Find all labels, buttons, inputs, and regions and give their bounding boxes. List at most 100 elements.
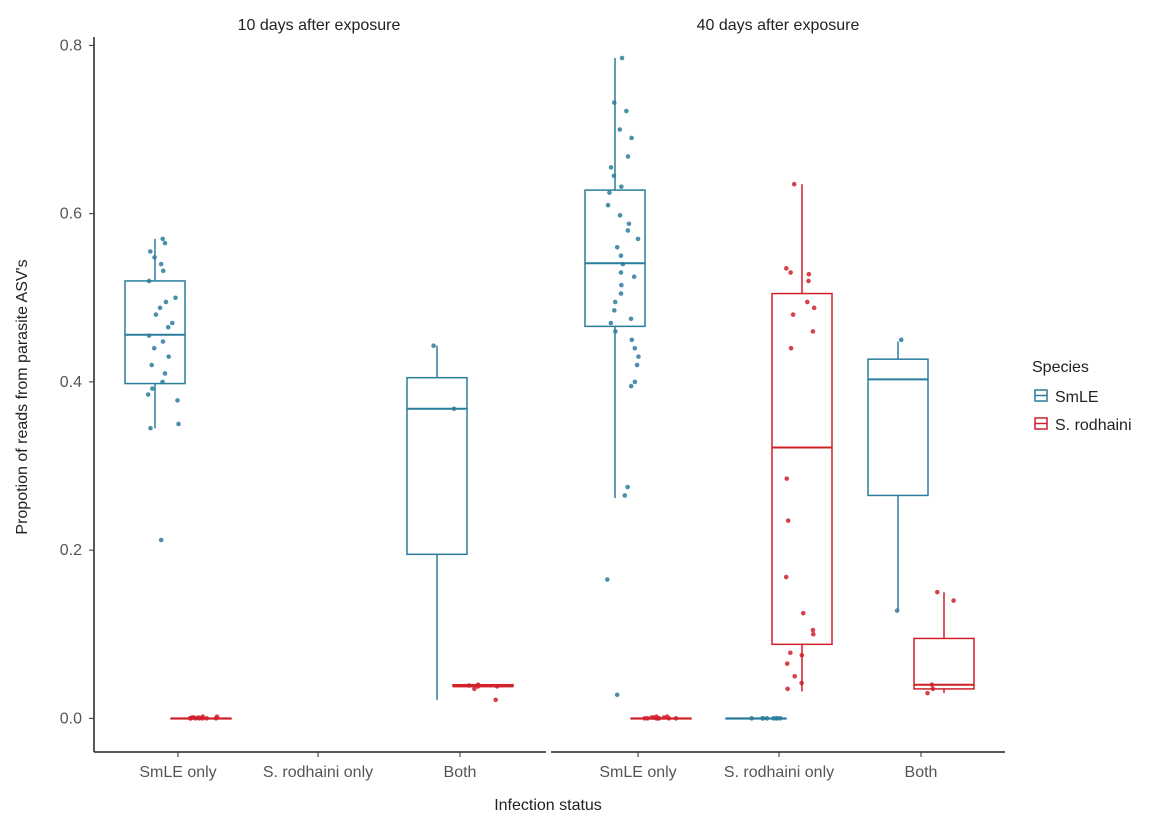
data-point: [626, 221, 632, 227]
x-tick-label: S. rodhaini only: [724, 764, 834, 781]
data-point: [618, 253, 624, 259]
data-point: [810, 329, 816, 334]
data-point: [784, 476, 790, 481]
data-point: [158, 537, 164, 543]
data-point: [788, 345, 794, 351]
data-point: [894, 608, 900, 613]
data-point: [153, 312, 159, 317]
box-s-rodhaini-only-s-rodhaini: [771, 181, 833, 692]
data-point: [200, 716, 205, 721]
data-point: [149, 362, 155, 368]
box-smle-only-smle: [584, 55, 646, 698]
panel-1-title: 10 days after exposure: [238, 17, 401, 34]
data-point: [760, 716, 766, 721]
y-tick-label: 0.6: [60, 206, 82, 223]
box: [867, 358, 929, 497]
legend-item-s-rodhaini: S. rodhaini: [1034, 417, 1132, 434]
data-point: [618, 270, 624, 275]
data-point: [214, 714, 220, 719]
data-point: [152, 255, 157, 260]
data-point: [475, 684, 481, 689]
data-point: [810, 627, 816, 633]
data-point: [162, 371, 168, 376]
data-point: [617, 213, 623, 218]
data-point: [632, 345, 638, 351]
data-point: [799, 680, 804, 686]
data-point: [898, 337, 904, 343]
data-point: [620, 261, 626, 267]
data-point: [656, 716, 662, 721]
box-smle-only-s-rodhaini: [630, 714, 692, 721]
data-point: [176, 421, 181, 427]
data-point: [625, 154, 631, 159]
data-point: [774, 716, 780, 721]
data-point: [788, 270, 793, 275]
data-point: [784, 661, 790, 666]
data-point: [608, 165, 614, 170]
data-point: [628, 383, 634, 389]
data-point: [466, 683, 472, 688]
data-point: [173, 295, 178, 301]
data-point: [930, 686, 936, 692]
data-point: [635, 236, 641, 242]
box-smle-only-s-rodhaini: [170, 714, 232, 721]
box: [913, 637, 975, 690]
data-point: [788, 650, 793, 656]
box-s-rodhaini-only-smle: [725, 716, 787, 721]
data-point: [146, 333, 152, 338]
data-point: [605, 202, 611, 208]
x-tick-label: SmLE only: [599, 764, 676, 781]
y-tick-label: 0.4: [60, 374, 82, 391]
data-point: [608, 320, 614, 326]
data-point: [625, 228, 631, 233]
data-point: [165, 324, 171, 330]
box-both-smle: [406, 343, 468, 700]
data-point: [749, 716, 754, 721]
data-point: [151, 345, 157, 351]
data-point: [148, 425, 153, 431]
data-point: [632, 379, 638, 385]
y-axis-title: Propotion of reads from parasite ASV's: [14, 259, 31, 534]
data-point: [625, 484, 630, 490]
data-point: [493, 697, 498, 703]
data-point: [619, 184, 624, 190]
box-smle-only-smle: [124, 236, 186, 543]
panel-2-title: 40 days after exposure: [697, 17, 860, 34]
data-point: [162, 240, 168, 246]
data-point: [613, 329, 618, 334]
data-point: [451, 406, 457, 412]
data-point: [611, 173, 617, 179]
data-point: [166, 354, 171, 359]
data-point: [806, 271, 812, 277]
data-point: [785, 518, 791, 523]
data-point: [618, 291, 624, 296]
x-axis-title: Infection status: [494, 797, 602, 814]
data-point: [929, 682, 935, 688]
y-tick-label: 0.8: [60, 37, 82, 54]
data-point: [619, 55, 625, 61]
data-point: [607, 190, 612, 195]
data-point: [629, 135, 634, 141]
data-point: [196, 716, 202, 721]
box-both-smle: [867, 337, 929, 613]
data-point: [163, 299, 169, 305]
data-point: [666, 716, 672, 721]
data-point: [160, 379, 165, 385]
data-point: [175, 398, 180, 403]
data-point: [804, 299, 810, 305]
data-point: [661, 715, 667, 720]
data-point: [193, 716, 198, 721]
data-point: [636, 354, 641, 359]
box: [406, 376, 468, 556]
data-point: [784, 266, 789, 271]
data-point: [624, 108, 629, 114]
data-point: [604, 577, 610, 582]
box-both-s-rodhaini: [913, 589, 975, 696]
data-point: [169, 320, 175, 326]
data-point: [800, 610, 806, 616]
data-point: [783, 574, 789, 580]
data-point: [611, 100, 617, 105]
data-point: [629, 337, 635, 343]
data-point: [622, 493, 628, 498]
